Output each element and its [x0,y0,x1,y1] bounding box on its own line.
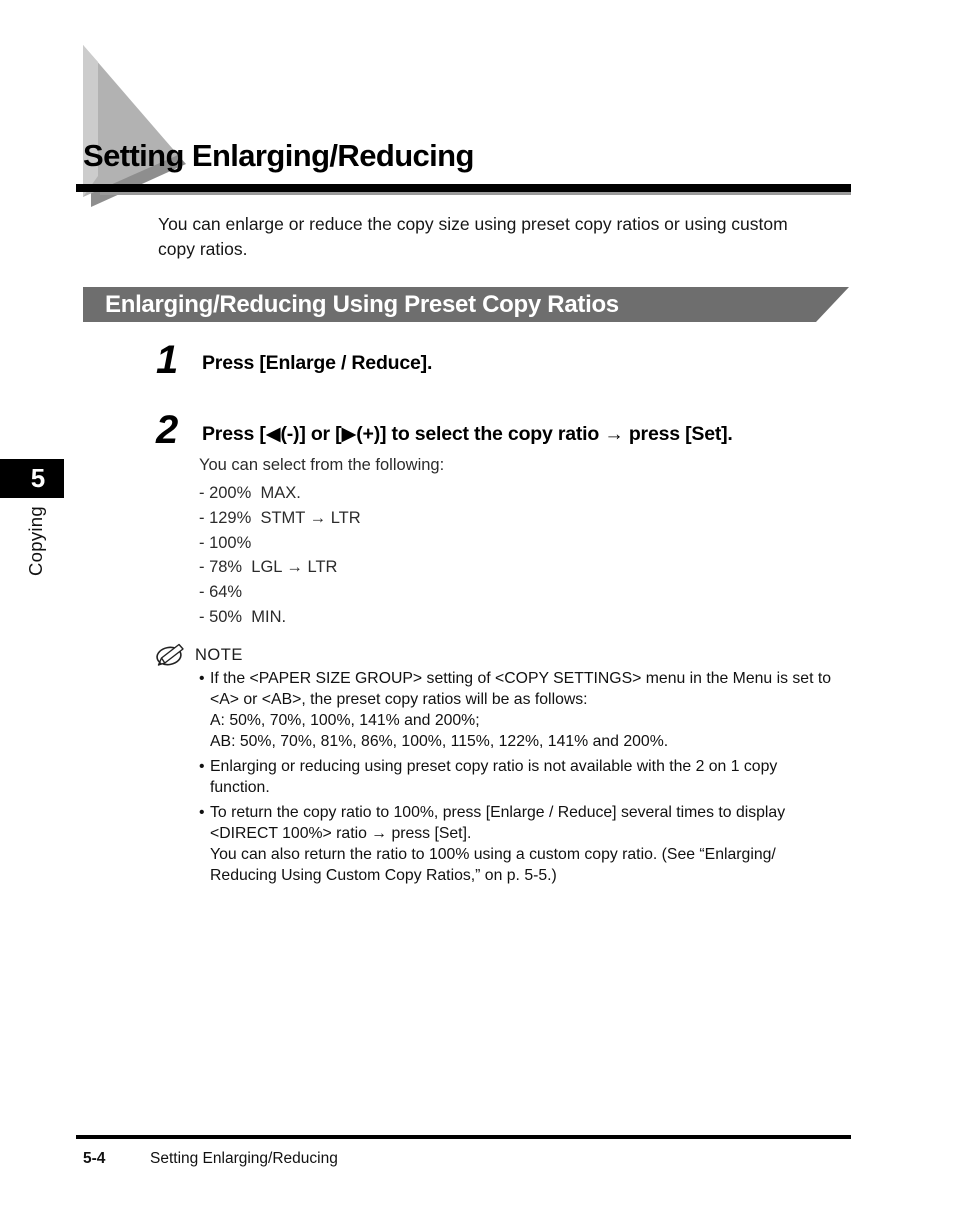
step-1-instruction: Press [Enlarge / Reduce]. [202,352,433,374]
ratio-option: - 100% [199,533,252,552]
step-2: 2 Press [◀(-)] or [▶(+)] to select the c… [156,410,733,450]
section-banner: Enlarging/Reducing Using Preset Copy Rat… [83,287,849,322]
note-bullet: If the <PAPER SIZE GROUP> setting of <CO… [199,668,867,752]
chapter-vertical-label: Copying [25,506,46,576]
title-rule-shadow [100,192,851,195]
ratio-option: - 64% [199,583,243,602]
intro-paragraph: You can enlarge or reduce the copy size … [158,214,788,259]
chapter-number-tab: 5 [0,459,64,498]
note-label: NOTE [195,645,243,664]
section-title: Enlarging/Reducing Using Preset Copy Rat… [105,290,619,318]
step-1-number: 1 [156,338,179,382]
pencil-note-icon [156,643,184,666]
footer-title: Setting Enlarging/Reducing [150,1150,338,1167]
step-2-number: 2 [156,408,179,452]
ratio-option: - 200% MAX. [199,484,301,502]
ratio-option: - 78% LGL → LTR [199,558,338,577]
step-1: 1 Press [Enlarge / Reduce]. [156,340,432,380]
ratio-option: - 50% MIN. [199,607,287,626]
note-bullet: Enlarging or reducing using preset copy … [199,756,867,798]
footer-rule [76,1135,851,1139]
note-header: NOTE [154,642,243,668]
corner-triangle-decoration [83,45,186,207]
chapter-number: 5 [30,463,46,493]
footer: 5-4 Setting Enlarging/Reducing [83,1150,338,1168]
select-intro-text: You can select from the following: [199,456,445,474]
ratio-option: - 129% STMT → LTR [199,508,361,527]
footer-page-number: 5-4 [83,1150,106,1167]
note-bullet: To return the copy ratio to 100%, press … [199,802,867,886]
step-2-instruction: Press [◀(-)] or [▶(+)] to select the cop… [202,423,733,445]
note-bullet-list: If the <PAPER SIZE GROUP> setting of <CO… [199,668,867,890]
title-rule [76,184,851,192]
ratio-option-list: - 200% MAX. - 129% STMT → LTR - 100% - 7… [199,481,361,630]
page-title: Setting Enlarging/Reducing [83,138,474,173]
